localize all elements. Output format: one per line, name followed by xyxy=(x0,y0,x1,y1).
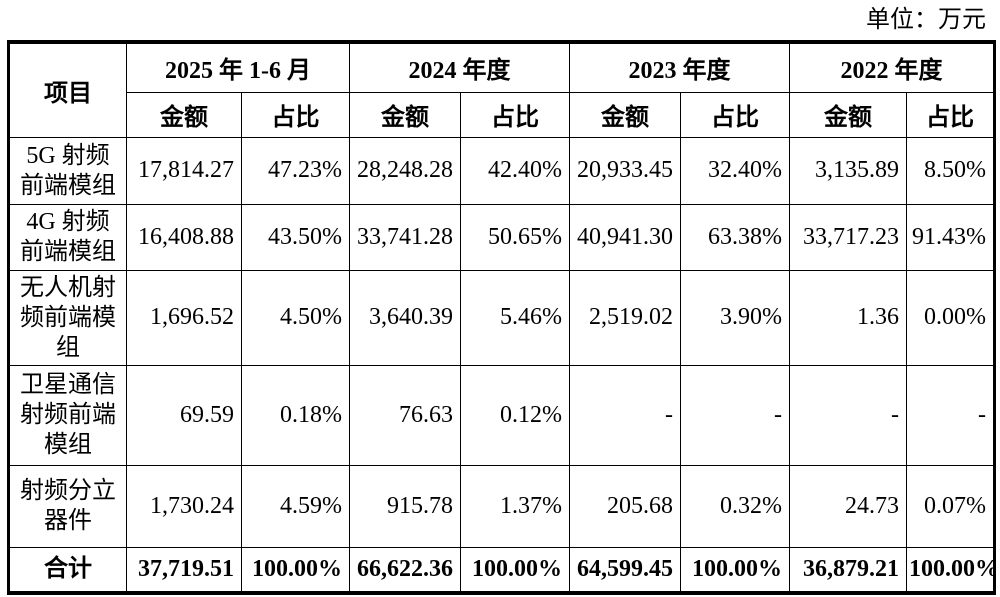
table-row-total: 合计 37,719.51 100.00% 66,622.36 100.00% 6… xyxy=(8,546,995,594)
cell-2022-amount: - xyxy=(789,364,907,466)
total-2023-ratio: 100.00% xyxy=(680,546,790,594)
cell-2024-ratio: 50.65% xyxy=(460,203,570,271)
cell-2025-amount: 17,814.27 xyxy=(126,136,242,205)
header-ratio-2025: 占比 xyxy=(241,91,350,138)
total-label: 合计 xyxy=(8,546,127,594)
cell-2022-ratio: 0.07% xyxy=(906,464,995,548)
cell-2023-ratio: 3.90% xyxy=(680,269,790,366)
cell-2025-amount: 1,730.24 xyxy=(126,464,242,548)
header-ratio-2023: 占比 xyxy=(680,91,790,138)
cell-2024-amount: 915.78 xyxy=(349,464,461,548)
cell-2025-amount: 16,408.88 xyxy=(126,203,242,271)
cell-2024-ratio: 1.37% xyxy=(460,464,570,548)
cell-2025-ratio: 4.59% xyxy=(241,464,350,548)
cell-2022-amount: 1.36 xyxy=(789,269,907,366)
cell-2023-amount: 40,941.30 xyxy=(569,203,681,271)
revenue-breakdown-table: 项目 2025 年 1-6 月 2024 年度 2023 年度 2022 年度 … xyxy=(7,40,996,595)
cell-2025-ratio: 0.18% xyxy=(241,364,350,466)
total-2022-ratio: 100.00% xyxy=(906,546,995,594)
cell-2023-amount: 2,519.02 xyxy=(569,269,681,366)
total-2025-amount: 37,719.51 xyxy=(126,546,242,594)
cell-2025-ratio: 47.23% xyxy=(241,136,350,205)
header-period-2024: 2024 年度 xyxy=(349,41,570,93)
header-period-2022: 2022 年度 xyxy=(789,41,995,93)
unit-label: 单位：万元 xyxy=(866,7,986,33)
cell-2024-amount: 33,741.28 xyxy=(349,203,461,271)
header-amount-2022: 金额 xyxy=(789,91,907,138)
table-row-discrete-devices: 射频分立 器件 1,730.24 4.59% 915.78 1.37% 205.… xyxy=(8,464,995,548)
cell-2023-ratio: 0.32% xyxy=(680,464,790,548)
total-2025-ratio: 100.00% xyxy=(241,546,350,594)
header-period-2023: 2023 年度 xyxy=(569,41,790,93)
header-period-2025: 2025 年 1-6 月 xyxy=(126,41,350,93)
total-2023-amount: 64,599.45 xyxy=(569,546,681,594)
table-row-4g-module: 4G 射频 前端模组 16,408.88 43.50% 33,741.28 50… xyxy=(8,203,995,271)
cell-2025-ratio: 4.50% xyxy=(241,269,350,366)
cell-2025-amount: 69.59 xyxy=(126,364,242,466)
cell-2022-amount: 3,135.89 xyxy=(789,136,907,205)
cell-2023-amount: 20,933.45 xyxy=(569,136,681,205)
cell-2023-ratio: 32.40% xyxy=(680,136,790,205)
total-2024-amount: 66,622.36 xyxy=(349,546,461,594)
cell-2023-amount: 205.68 xyxy=(569,464,681,548)
cell-2024-amount: 76.63 xyxy=(349,364,461,466)
row-label: 5G 射频 前端模组 xyxy=(8,136,127,205)
header-amount-2024: 金额 xyxy=(349,91,461,138)
header-amount-2023: 金额 xyxy=(569,91,681,138)
cell-2022-ratio: 8.50% xyxy=(906,136,995,205)
cell-2025-amount: 1,696.52 xyxy=(126,269,242,366)
cell-2024-amount: 28,248.28 xyxy=(349,136,461,205)
cell-2022-ratio: 91.43% xyxy=(906,203,995,271)
table-row-5g-module: 5G 射频 前端模组 17,814.27 47.23% 28,248.28 42… xyxy=(8,136,995,205)
cell-2022-ratio: - xyxy=(906,364,995,466)
cell-2024-ratio: 5.46% xyxy=(460,269,570,366)
header-ratio-2024: 占比 xyxy=(460,91,570,138)
header-item: 项目 xyxy=(8,41,127,138)
header-ratio-2022: 占比 xyxy=(906,91,995,138)
row-label: 射频分立 器件 xyxy=(8,464,127,548)
cell-2023-amount: - xyxy=(569,364,681,466)
total-2022-amount: 36,879.21 xyxy=(789,546,907,594)
header-row-subheaders: 金额 占比 金额 占比 金额 占比 金额 占比 xyxy=(9,91,995,138)
table-row-satellite-module: 卫星通信 射频前端 模组 69.59 0.18% 76.63 0.12% - -… xyxy=(8,364,995,466)
cell-2024-amount: 3,640.39 xyxy=(349,269,461,366)
row-label: 4G 射频 前端模组 xyxy=(8,203,127,271)
cell-2025-ratio: 43.50% xyxy=(241,203,350,271)
cell-2024-ratio: 42.40% xyxy=(460,136,570,205)
header-row-periods: 项目 2025 年 1-6 月 2024 年度 2023 年度 2022 年度 xyxy=(8,41,995,138)
table-row-drone-module: 无人机射 频前端模 组 1,696.52 4.50% 3,640.39 5.46… xyxy=(8,269,995,366)
cell-2022-ratio: 0.00% xyxy=(906,269,995,366)
row-label: 卫星通信 射频前端 模组 xyxy=(8,364,127,466)
cell-2022-amount: 24.73 xyxy=(789,464,907,548)
header-amount-2025: 金额 xyxy=(126,91,242,138)
cell-2024-ratio: 0.12% xyxy=(460,364,570,466)
cell-2022-amount: 33,717.23 xyxy=(789,203,907,271)
row-label: 无人机射 频前端模 组 xyxy=(8,269,127,366)
cell-2023-ratio: 63.38% xyxy=(680,203,790,271)
cell-2023-ratio: - xyxy=(680,364,790,466)
total-2024-ratio: 100.00% xyxy=(460,546,570,594)
